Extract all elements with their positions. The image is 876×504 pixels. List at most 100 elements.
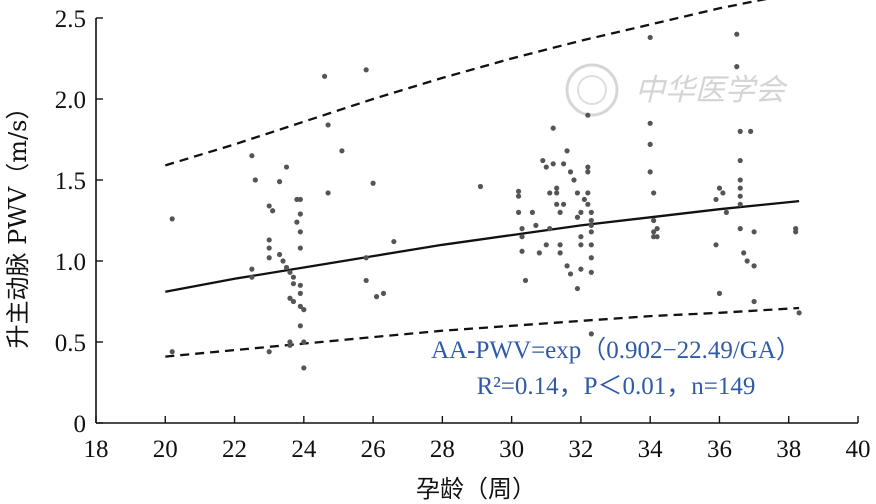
data-point xyxy=(529,209,536,215)
data-point xyxy=(297,290,303,296)
data-point xyxy=(723,209,729,215)
x-tick-label: 36 xyxy=(707,436,732,463)
watermark: 中华医学会 xyxy=(565,63,788,117)
data-point xyxy=(297,196,303,203)
data-point xyxy=(588,217,594,224)
data-point xyxy=(363,67,369,73)
data-point xyxy=(578,209,584,215)
data-point xyxy=(560,161,567,167)
data-point xyxy=(588,229,594,235)
x-tick-label: 20 xyxy=(153,436,178,463)
data-point xyxy=(322,73,328,79)
data-point xyxy=(588,331,594,337)
data-point xyxy=(270,208,276,214)
data-point xyxy=(554,190,560,196)
data-point xyxy=(751,263,757,269)
data-point xyxy=(567,271,574,277)
data-point xyxy=(249,266,255,272)
data-point xyxy=(647,141,653,147)
data-point xyxy=(574,214,581,220)
data-point xyxy=(585,164,591,170)
data-point xyxy=(297,211,303,217)
data-point xyxy=(796,310,802,316)
y-axis-title: 升主动脉 PWV（m/s） xyxy=(4,96,32,349)
data-point xyxy=(380,290,387,296)
data-point xyxy=(744,258,750,264)
data-point xyxy=(325,190,331,196)
data-point xyxy=(547,190,553,196)
data-point xyxy=(713,242,719,248)
data-point xyxy=(737,177,743,183)
data-point xyxy=(266,245,272,251)
data-point xyxy=(515,193,522,199)
data-point xyxy=(519,226,525,232)
data-point xyxy=(169,216,175,222)
data-point xyxy=(557,209,563,215)
data-point xyxy=(536,250,542,256)
data-point xyxy=(588,242,594,248)
data-point xyxy=(280,258,286,264)
data-points xyxy=(169,31,802,371)
data-point xyxy=(543,242,549,248)
data-point xyxy=(325,122,331,128)
data-point xyxy=(540,157,546,164)
y-tick-label: 2.0 xyxy=(55,87,86,114)
data-point xyxy=(588,269,594,275)
data-point xyxy=(647,120,653,126)
data-point xyxy=(370,180,376,186)
data-point xyxy=(550,125,556,131)
data-point xyxy=(283,164,290,170)
data-point xyxy=(550,161,556,167)
fit-stats: R²=0.14，P＜0.01，n=149 xyxy=(477,373,756,400)
x-tick-label: 38 xyxy=(776,436,801,463)
data-point xyxy=(301,307,307,313)
data-point xyxy=(554,201,560,207)
data-point xyxy=(391,238,397,245)
data-point xyxy=(716,185,723,191)
data-point xyxy=(283,264,290,271)
x-tick-label: 40 xyxy=(846,436,871,463)
data-point xyxy=(585,201,591,207)
data-point xyxy=(751,298,757,305)
data-point xyxy=(266,203,272,209)
data-point xyxy=(716,290,723,296)
y-tick-label: 2.5 xyxy=(55,6,86,33)
y-tick-label: 1.0 xyxy=(55,249,86,276)
data-point xyxy=(585,112,591,118)
fit-lines xyxy=(164,0,800,358)
data-point xyxy=(737,185,743,191)
data-point xyxy=(287,342,293,348)
data-point xyxy=(647,34,653,41)
data-point xyxy=(252,177,258,183)
data-point xyxy=(578,242,584,248)
data-point xyxy=(297,282,303,288)
data-point xyxy=(363,277,369,284)
data-point xyxy=(578,234,584,240)
data-point xyxy=(290,281,297,287)
data-point xyxy=(588,222,594,228)
data-point xyxy=(557,250,563,256)
data-point xyxy=(297,303,303,309)
data-point xyxy=(515,188,522,194)
data-point xyxy=(651,229,657,235)
data-point xyxy=(567,169,574,175)
data-point xyxy=(363,255,369,261)
data-point xyxy=(737,226,743,232)
data-point xyxy=(737,201,743,207)
data-point xyxy=(301,365,307,371)
x-tick-label: 32 xyxy=(568,436,593,463)
data-point xyxy=(169,349,175,355)
data-point xyxy=(249,153,255,159)
x-tick-label: 24 xyxy=(291,436,317,463)
x-tick-label: 34 xyxy=(638,436,664,463)
data-point xyxy=(647,169,653,175)
data-point xyxy=(737,193,743,199)
axes xyxy=(95,18,858,424)
data-point xyxy=(734,31,740,37)
x-axis-title: 孕龄（周） xyxy=(416,475,536,503)
data-point xyxy=(564,148,570,154)
data-point xyxy=(557,242,563,248)
data-point xyxy=(737,128,743,134)
data-point xyxy=(554,185,560,191)
